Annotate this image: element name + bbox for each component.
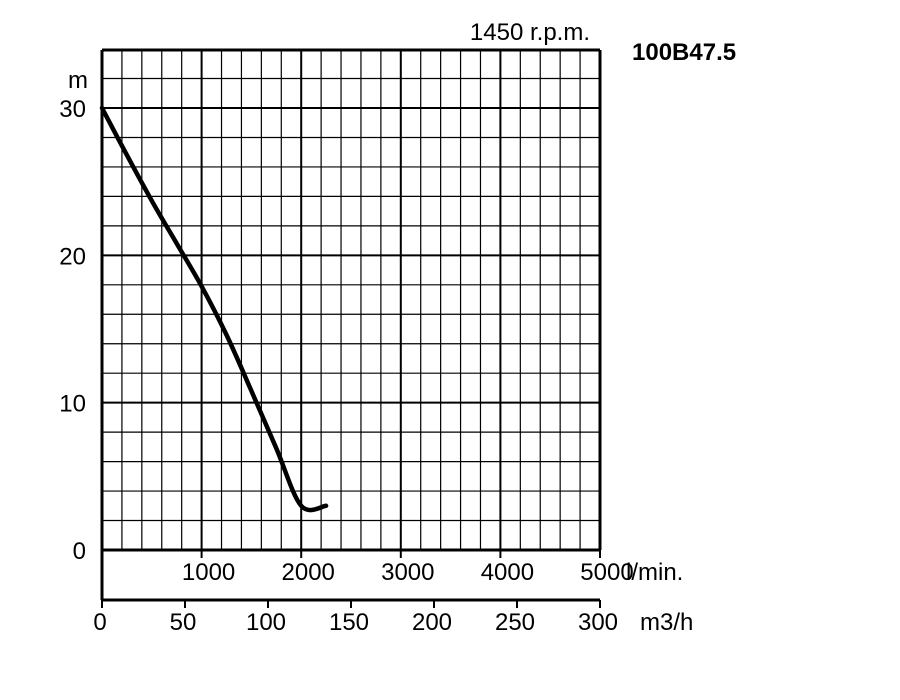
head-flow-curve — [99, 105, 329, 513]
model-title: 100B47.5 — [632, 39, 736, 66]
m3h-tick-label: 0 — [93, 609, 106, 636]
lpm-tick-label: 2000 — [282, 559, 335, 586]
m3h-tick-label: 250 — [495, 609, 535, 636]
lpm-tick-label: 1000 — [182, 559, 235, 586]
performance-curve — [99, 105, 329, 513]
lpm-tick-label: 5000 — [580, 559, 633, 586]
grid — [102, 50, 600, 550]
lpm-tick-label: 3000 — [381, 559, 434, 586]
m3h-tick-label: 100 — [246, 609, 286, 636]
x-unit-m3h: m3/h — [640, 609, 693, 636]
plot-frame — [100, 48, 602, 608]
y-axis-unit: m — [68, 67, 88, 94]
y-tick-label: 0 — [73, 538, 86, 565]
speed-label: 1450 r.p.m. — [470, 19, 590, 46]
m3h-tick-label: 200 — [412, 609, 452, 636]
y-tick-label: 30 — [59, 96, 86, 123]
m3h-tick-label: 300 — [578, 609, 618, 636]
m3h-tick-label: 50 — [170, 609, 197, 636]
lpm-tick-label: 4000 — [481, 559, 534, 586]
m3h-tick-label: 150 — [329, 609, 369, 636]
x-unit-lpm: l/min. — [626, 559, 683, 586]
y-tick-label: 10 — [59, 391, 86, 418]
y-tick-label: 20 — [59, 243, 86, 270]
